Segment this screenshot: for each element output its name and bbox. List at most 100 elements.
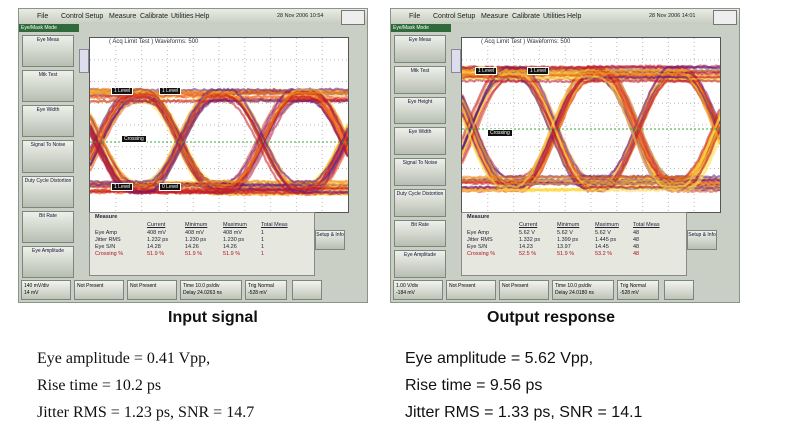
setup-button[interactable]: Setup & Info — [687, 230, 717, 250]
caption: Output response — [487, 309, 616, 326]
menu-item[interactable]: Calibrate — [512, 13, 541, 20]
eye-trace — [462, 74, 720, 189]
table-cell: Eye Amp — [467, 230, 490, 236]
table-cell: Crossing % — [95, 251, 124, 257]
table-cell: 5.62 V — [557, 230, 573, 236]
side-button[interactable]: Signal To Noise — [22, 140, 74, 173]
marker-label: 1 Level — [159, 87, 182, 95]
side-button[interactable]: Eye Meas — [394, 35, 446, 63]
eye-trace — [462, 138, 720, 193]
side-button[interactable]: Signal To Noise — [394, 158, 446, 186]
bottom-button[interactable]: Trig Normal -528 mV — [245, 280, 287, 300]
table-cell: 1 — [261, 230, 265, 236]
exit-icon[interactable] — [341, 10, 365, 25]
bottom-button[interactable]: Not Present — [499, 280, 549, 300]
result-line: Jitter RMS = 1.33 ps, SNR = 14.1 — [405, 404, 643, 421]
side-button[interactable]: Bit Rate — [394, 219, 446, 248]
table-cell: 48 — [633, 251, 640, 257]
side-button[interactable]: Duty Cycle Distortion — [22, 175, 74, 208]
bottom-button[interactable]: Not Present — [446, 280, 496, 300]
table-cell: 51.9 % — [185, 251, 203, 257]
bottom-button-text: -528 mV — [248, 290, 267, 296]
bottom-button-text: Trig Normal — [248, 283, 274, 289]
bottom-button-text: Delay 24.0180 ns — [555, 290, 594, 296]
eye-trace — [462, 123, 720, 180]
menu-item[interactable]: File — [37, 13, 49, 20]
eye-trace — [462, 98, 720, 186]
pattern-lock[interactable] — [664, 280, 694, 300]
bottom-button-text: 1.00 V/div — [396, 283, 419, 289]
menu-item[interactable]: Calibrate — [140, 13, 169, 20]
scope-screenshot: File Control Setup Measure Calibrate Utilitie… — [18, 8, 368, 303]
table-cell: Eye S/N — [467, 244, 488, 250]
table-header: Maximum — [595, 222, 619, 228]
pattern-lock[interactable] — [292, 280, 322, 300]
menu-item[interactable]: Measure — [109, 13, 137, 20]
eye-trace — [90, 95, 348, 193]
side-tab — [451, 49, 461, 73]
eye-trace — [90, 87, 348, 184]
bottom-button[interactable]: Time 10.0 ps/div Delay 24.0180 ns — [552, 280, 614, 300]
bottom-button[interactable]: Not Present — [127, 280, 177, 300]
mode-label: Eye/Mask Mode — [391, 24, 451, 32]
menu-item[interactable]: Measure — [481, 13, 509, 20]
menu-item[interactable]: Help — [567, 13, 582, 20]
bottom-button[interactable]: Time 10.0 ps/div Delay 24.0263 ns — [180, 280, 242, 300]
table-header: Total Meas — [633, 222, 660, 228]
eye-trace — [462, 71, 720, 143]
table-cell: 1 — [261, 237, 265, 243]
bottom-button-text: Not Present — [449, 283, 476, 289]
result-line: Rise time = 10.2 ps — [37, 377, 162, 394]
bottom-button-text: -528 mV — [620, 290, 639, 296]
side-button[interactable]: Eye Height — [394, 96, 446, 125]
menu-bar — [19, 9, 367, 24]
table-cell: 14.26 — [185, 244, 199, 250]
table-cell: 48 — [633, 244, 640, 250]
menu-item[interactable]: Utilities — [543, 13, 566, 20]
table-cell: 13.97 — [557, 244, 571, 250]
table-cell: 1 — [261, 251, 265, 257]
side-button[interactable]: Bit Rate — [22, 210, 74, 243]
table-cell: 51.9 % — [147, 251, 165, 257]
bottom-button-text: Time 10.0 ps/div — [183, 283, 220, 289]
table-cell: 1 — [261, 244, 265, 250]
menu-item[interactable]: Setup — [457, 13, 476, 20]
side-button[interactable]: Mtk Test — [394, 65, 446, 94]
mode-label: Eye/Mask Mode — [19, 24, 79, 32]
result-line: Jitter RMS = 1.23 ps, SNR = 14.7 — [37, 404, 255, 421]
menu-bar — [391, 9, 739, 24]
menu-item[interactable]: Control — [61, 13, 84, 20]
table-cell: 1.232 ps — [147, 237, 169, 243]
table-cell: Jitter RMS — [467, 237, 493, 243]
bottom-button-text: -184 mV — [396, 290, 415, 296]
side-button[interactable]: Eye Amplitude — [22, 245, 74, 278]
bottom-button[interactable]: 1.00 V/div -184 mV — [393, 280, 443, 300]
side-button[interactable]: Eye Width — [394, 127, 446, 155]
bottom-button[interactable]: 140 mV/div 14 mV — [21, 280, 71, 300]
side-button[interactable]: Eye Amplitude — [394, 250, 446, 278]
bottom-button[interactable]: Trig Normal -528 mV — [617, 280, 659, 300]
menu-item[interactable]: Utilities — [171, 13, 194, 20]
bottom-button-text: Not Present — [77, 283, 104, 289]
waveform-header: ( Acq Limit Test ) Waveforms: 500 — [109, 39, 199, 45]
side-button[interactable]: Eye Width — [22, 105, 74, 138]
setup-button[interactable]: Setup & Info — [315, 230, 345, 250]
eye-trace — [462, 78, 720, 162]
table-cell: 48 — [633, 237, 640, 243]
table-header: Total Meas — [261, 222, 288, 228]
menu-item[interactable]: Help — [195, 13, 210, 20]
exit-icon[interactable] — [713, 10, 737, 25]
side-tab — [79, 49, 89, 73]
measure-area — [89, 212, 315, 276]
table-cell: 1.230 ps — [185, 237, 207, 243]
side-button[interactable]: Eye Meas — [22, 35, 74, 68]
table-header: Current — [147, 222, 166, 228]
menu-item[interactable]: Control — [433, 13, 456, 20]
menu-item[interactable]: File — [409, 13, 421, 20]
bottom-button-text: 14 mV — [24, 290, 39, 296]
side-button[interactable]: Mtk Test — [22, 70, 74, 103]
menu-item[interactable]: Setup — [85, 13, 104, 20]
bottom-button[interactable]: Not Present — [74, 280, 124, 300]
result-line: Rise time = 9.56 ps — [405, 377, 543, 394]
side-button[interactable]: Duty Cycle Distortion — [394, 188, 446, 217]
